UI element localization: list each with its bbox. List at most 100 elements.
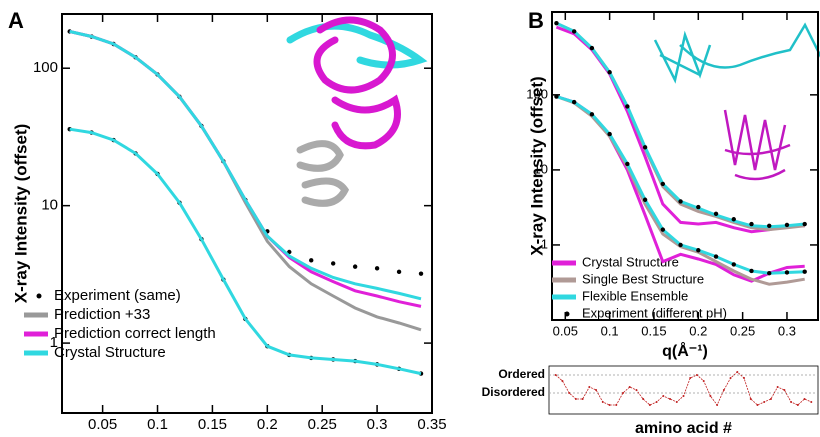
data-point (713, 211, 719, 217)
x-tick-label: 0.05 (553, 323, 578, 338)
data-point (767, 271, 772, 276)
x-tick-label: 0.05 (88, 416, 117, 433)
data-point (716, 404, 719, 406)
y-axis-label: X-ray Intensity (offset) (527, 76, 546, 255)
data-point (675, 401, 678, 403)
x-tick-label: 0.3 (367, 416, 388, 433)
data-point (784, 270, 790, 275)
data-point (756, 404, 759, 406)
data-point (595, 389, 598, 391)
x-tick-label: 0.1 (147, 416, 168, 433)
x-tick-label: 0.1 (601, 323, 619, 338)
data-point (625, 104, 630, 109)
data-point (802, 221, 807, 227)
data-point (554, 94, 559, 99)
series-line (555, 95, 805, 283)
y-axis-label: X-ray Intensity (offset) (11, 124, 30, 303)
y-tick-label: Disordered (482, 385, 545, 399)
plot-frame (551, 11, 819, 321)
y-tick-label: 100 (526, 86, 548, 101)
data-point (796, 404, 799, 406)
series-line (69, 30, 422, 308)
data-point (729, 377, 732, 379)
x-tick-label: 0.35 (417, 416, 446, 433)
panel-label: A (8, 8, 24, 33)
plot-frame (548, 365, 819, 415)
data-point (615, 404, 618, 406)
x-tick-label: 0.3 (778, 323, 796, 338)
data-point (783, 389, 786, 391)
data-point (731, 217, 736, 222)
legend-label: Crystal Structure (54, 344, 166, 361)
x-tick-label: 0.15 (198, 416, 227, 433)
data-point (803, 398, 806, 400)
data-point (731, 262, 736, 267)
data-point (608, 404, 611, 406)
x-tick-label: 0.2 (689, 323, 707, 338)
y-tick-label: 100 (33, 59, 58, 76)
ribbon (723, 109, 791, 181)
data-point (669, 398, 672, 400)
data-point (588, 386, 591, 388)
data-point (574, 398, 577, 400)
data-point (763, 401, 766, 403)
data-point (709, 395, 712, 397)
legend-label: Prediction +33 (54, 306, 150, 323)
data-point (309, 258, 314, 263)
ribbon (313, 16, 401, 150)
plot-frame (61, 13, 433, 414)
data-point (769, 398, 772, 400)
data-point (625, 161, 630, 167)
y-tick-label: 10 (41, 197, 58, 214)
ribbon (653, 22, 820, 84)
x-tick-label: 0.15 (641, 323, 666, 338)
data-point (736, 371, 739, 373)
data-point (628, 386, 631, 388)
data-point (802, 269, 807, 274)
legend-marker (36, 293, 42, 299)
data-point (767, 223, 772, 228)
ribbon (296, 140, 350, 207)
data-point (749, 398, 752, 400)
data-point (790, 401, 793, 403)
data-point (749, 221, 754, 227)
panel-label: B (528, 8, 544, 33)
series-line (69, 30, 422, 301)
data-point (418, 271, 424, 276)
ribbon (286, 22, 428, 69)
data-point (352, 264, 358, 269)
data-point (776, 386, 779, 388)
data-point (682, 395, 685, 397)
legend-label: Experiment (different pH) (582, 305, 727, 320)
data-point (589, 45, 595, 51)
data-point (749, 268, 754, 274)
data-point (696, 204, 701, 210)
x-tick-label: 0.25 (730, 323, 755, 338)
data-point (561, 380, 564, 382)
data-point (702, 380, 705, 382)
legend-label: Single Best Structure (582, 271, 704, 286)
data-point (554, 21, 559, 26)
data-point (648, 404, 651, 406)
data-point (621, 392, 624, 394)
data-point (695, 374, 698, 376)
data-point (743, 377, 746, 379)
data-point (810, 401, 813, 403)
x-tick-label: 0.2 (257, 416, 278, 433)
data-point (635, 389, 638, 391)
x-axis-label: amino acid # (635, 420, 732, 437)
data-point (554, 374, 557, 376)
y-tick-label: 1 (50, 334, 58, 351)
data-point (784, 222, 790, 228)
data-point (607, 131, 612, 137)
data-point (642, 398, 645, 400)
data-point (581, 398, 584, 400)
data-point (601, 401, 604, 403)
data-point (689, 377, 692, 379)
legend-label: Experiment (same) (54, 287, 181, 304)
data-point (571, 99, 577, 105)
series-line (555, 371, 812, 406)
data-point (678, 242, 683, 248)
data-point (589, 112, 595, 117)
x-tick-label: 0.25 (308, 416, 337, 433)
